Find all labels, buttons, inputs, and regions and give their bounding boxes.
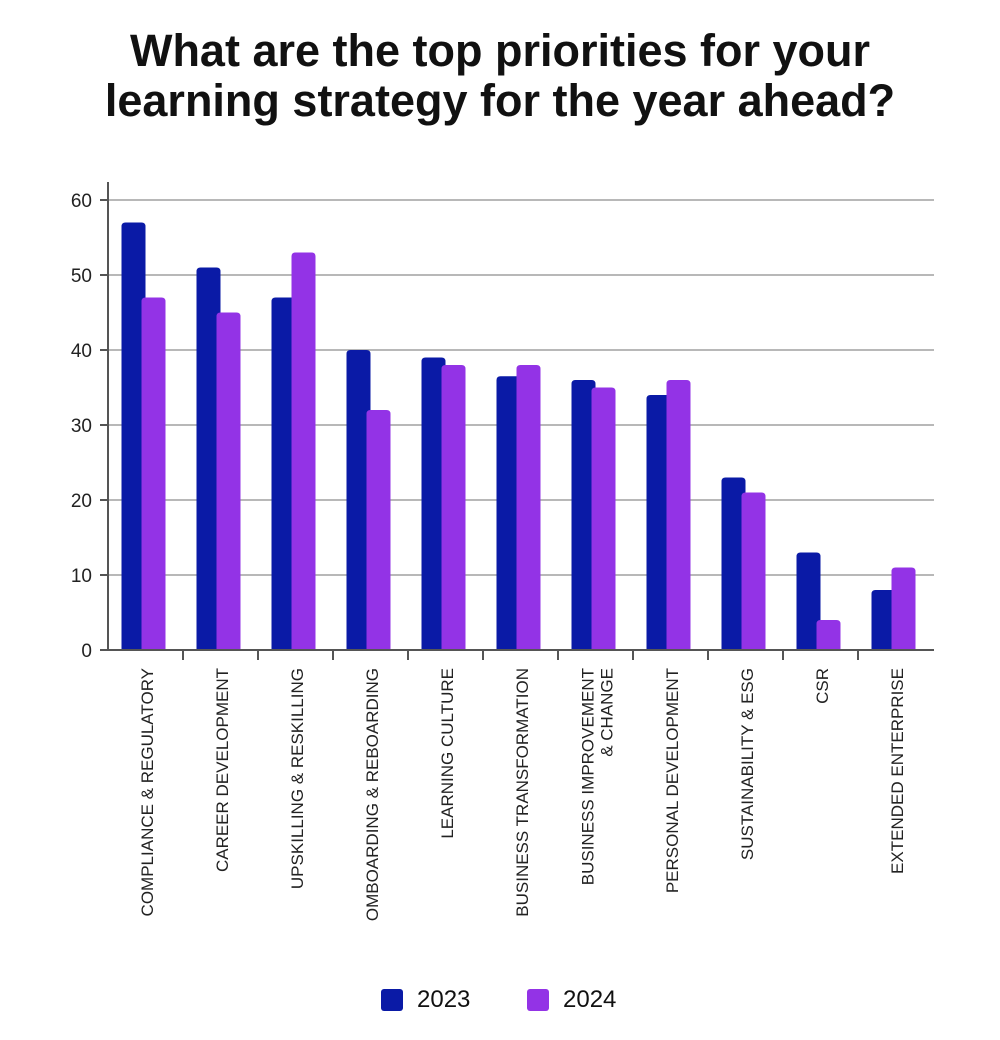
bar-2023 xyxy=(721,477,746,650)
x-category-label: COMPLIANCE & REGULATORY xyxy=(138,668,157,916)
x-category-label-line: CAREER DEVELOPMENT xyxy=(213,668,232,872)
bar-2024 xyxy=(291,252,316,650)
bar-2023 xyxy=(346,350,371,650)
chart-title: What are the top priorities for your lea… xyxy=(0,26,1000,126)
legend-swatch xyxy=(527,989,549,1011)
x-category-label-line: & CHANGE xyxy=(598,668,617,757)
bar-2024 xyxy=(366,410,391,650)
bar-2023 xyxy=(796,552,821,650)
bar-2024 xyxy=(816,620,841,650)
bar-2023 xyxy=(496,376,521,650)
x-category-label-line: OMBOARDING & REBOARDING xyxy=(363,668,382,921)
bar-2023 xyxy=(871,590,896,650)
x-category-label: BUSINESS TRANSFORMATION xyxy=(513,668,532,917)
y-tick-label: 20 xyxy=(71,491,92,512)
x-category-label: LEARNING CULTURE xyxy=(438,668,457,839)
bars xyxy=(121,222,916,650)
x-category-label-line: LEARNING CULTURE xyxy=(438,668,457,839)
legend-item-2023: 2023 xyxy=(381,982,470,1018)
x-category-label-line: CSR xyxy=(813,668,832,704)
x-category-label-line: UPSKILLING & RESKILLING xyxy=(288,668,307,889)
x-category-label-line: EXTENDED ENTERPRISE xyxy=(888,668,907,874)
x-category-label-line: PERSONAL DEVELOPMENT xyxy=(663,668,682,893)
x-category-label: UPSKILLING & RESKILLING xyxy=(288,668,307,889)
y-tick-label: 50 xyxy=(71,266,92,287)
x-category-label-line: COMPLIANCE & REGULATORY xyxy=(138,668,157,916)
x-category-label: BUSINESS IMPROVEMENT & CHANGE xyxy=(579,668,617,885)
bar-2024 xyxy=(141,297,166,650)
bar-2024 xyxy=(591,387,616,650)
legend-label: 2023 xyxy=(417,986,471,1013)
x-category-label: CSR xyxy=(813,668,832,704)
x-category-label-line: BUSINESS IMPROVEMENT xyxy=(579,668,598,885)
bar-2024 xyxy=(516,365,541,650)
bar-2024 xyxy=(666,380,691,650)
bar-2023 xyxy=(121,222,146,650)
bar-2024 xyxy=(891,567,916,650)
x-category-label: CAREER DEVELOPMENT xyxy=(213,668,232,872)
bar-chart: 0 10 20 30 40 50 60 COMPLIANCE & REGULATORY CARE… xyxy=(71,182,934,921)
y-tick-label: 60 xyxy=(71,191,92,212)
x-category-label-line: BUSINESS TRANSFORMATION xyxy=(513,668,532,917)
y-tick-label: 40 xyxy=(71,341,92,362)
bar-2024 xyxy=(216,312,241,650)
bar-2023 xyxy=(646,395,671,650)
bar-2024 xyxy=(441,365,466,650)
x-category-label-line: SUSTAINABILITY & ESG xyxy=(738,668,757,860)
x-category-label: SUSTAINABILITY & ESG xyxy=(738,668,757,860)
y-tick-label: 30 xyxy=(71,416,92,437)
chart-title-line-1: What are the top priorities for your xyxy=(129,25,871,76)
bar-2023 xyxy=(571,380,596,650)
legend-label: 2024 xyxy=(563,986,617,1013)
y-tick-label: 0 xyxy=(81,641,92,662)
x-category-label: OMBOARDING & REBOARDING xyxy=(363,668,382,921)
bar-2024 xyxy=(741,492,766,650)
x-category-label: PERSONAL DEVELOPMENT xyxy=(663,668,682,893)
bar-2023 xyxy=(271,297,296,650)
chart-title-line-2: learning strategy for the year ahead? xyxy=(104,75,896,126)
legend-swatch xyxy=(381,989,403,1011)
legend-item-2024: 2024 xyxy=(527,982,616,1018)
bar-2023 xyxy=(421,357,446,650)
y-tick-label: 10 xyxy=(71,566,92,587)
legend: 2023 2024 xyxy=(0,982,1000,1018)
x-category-label: EXTENDED ENTERPRISE xyxy=(888,668,907,874)
bar-2023 xyxy=(196,267,221,650)
